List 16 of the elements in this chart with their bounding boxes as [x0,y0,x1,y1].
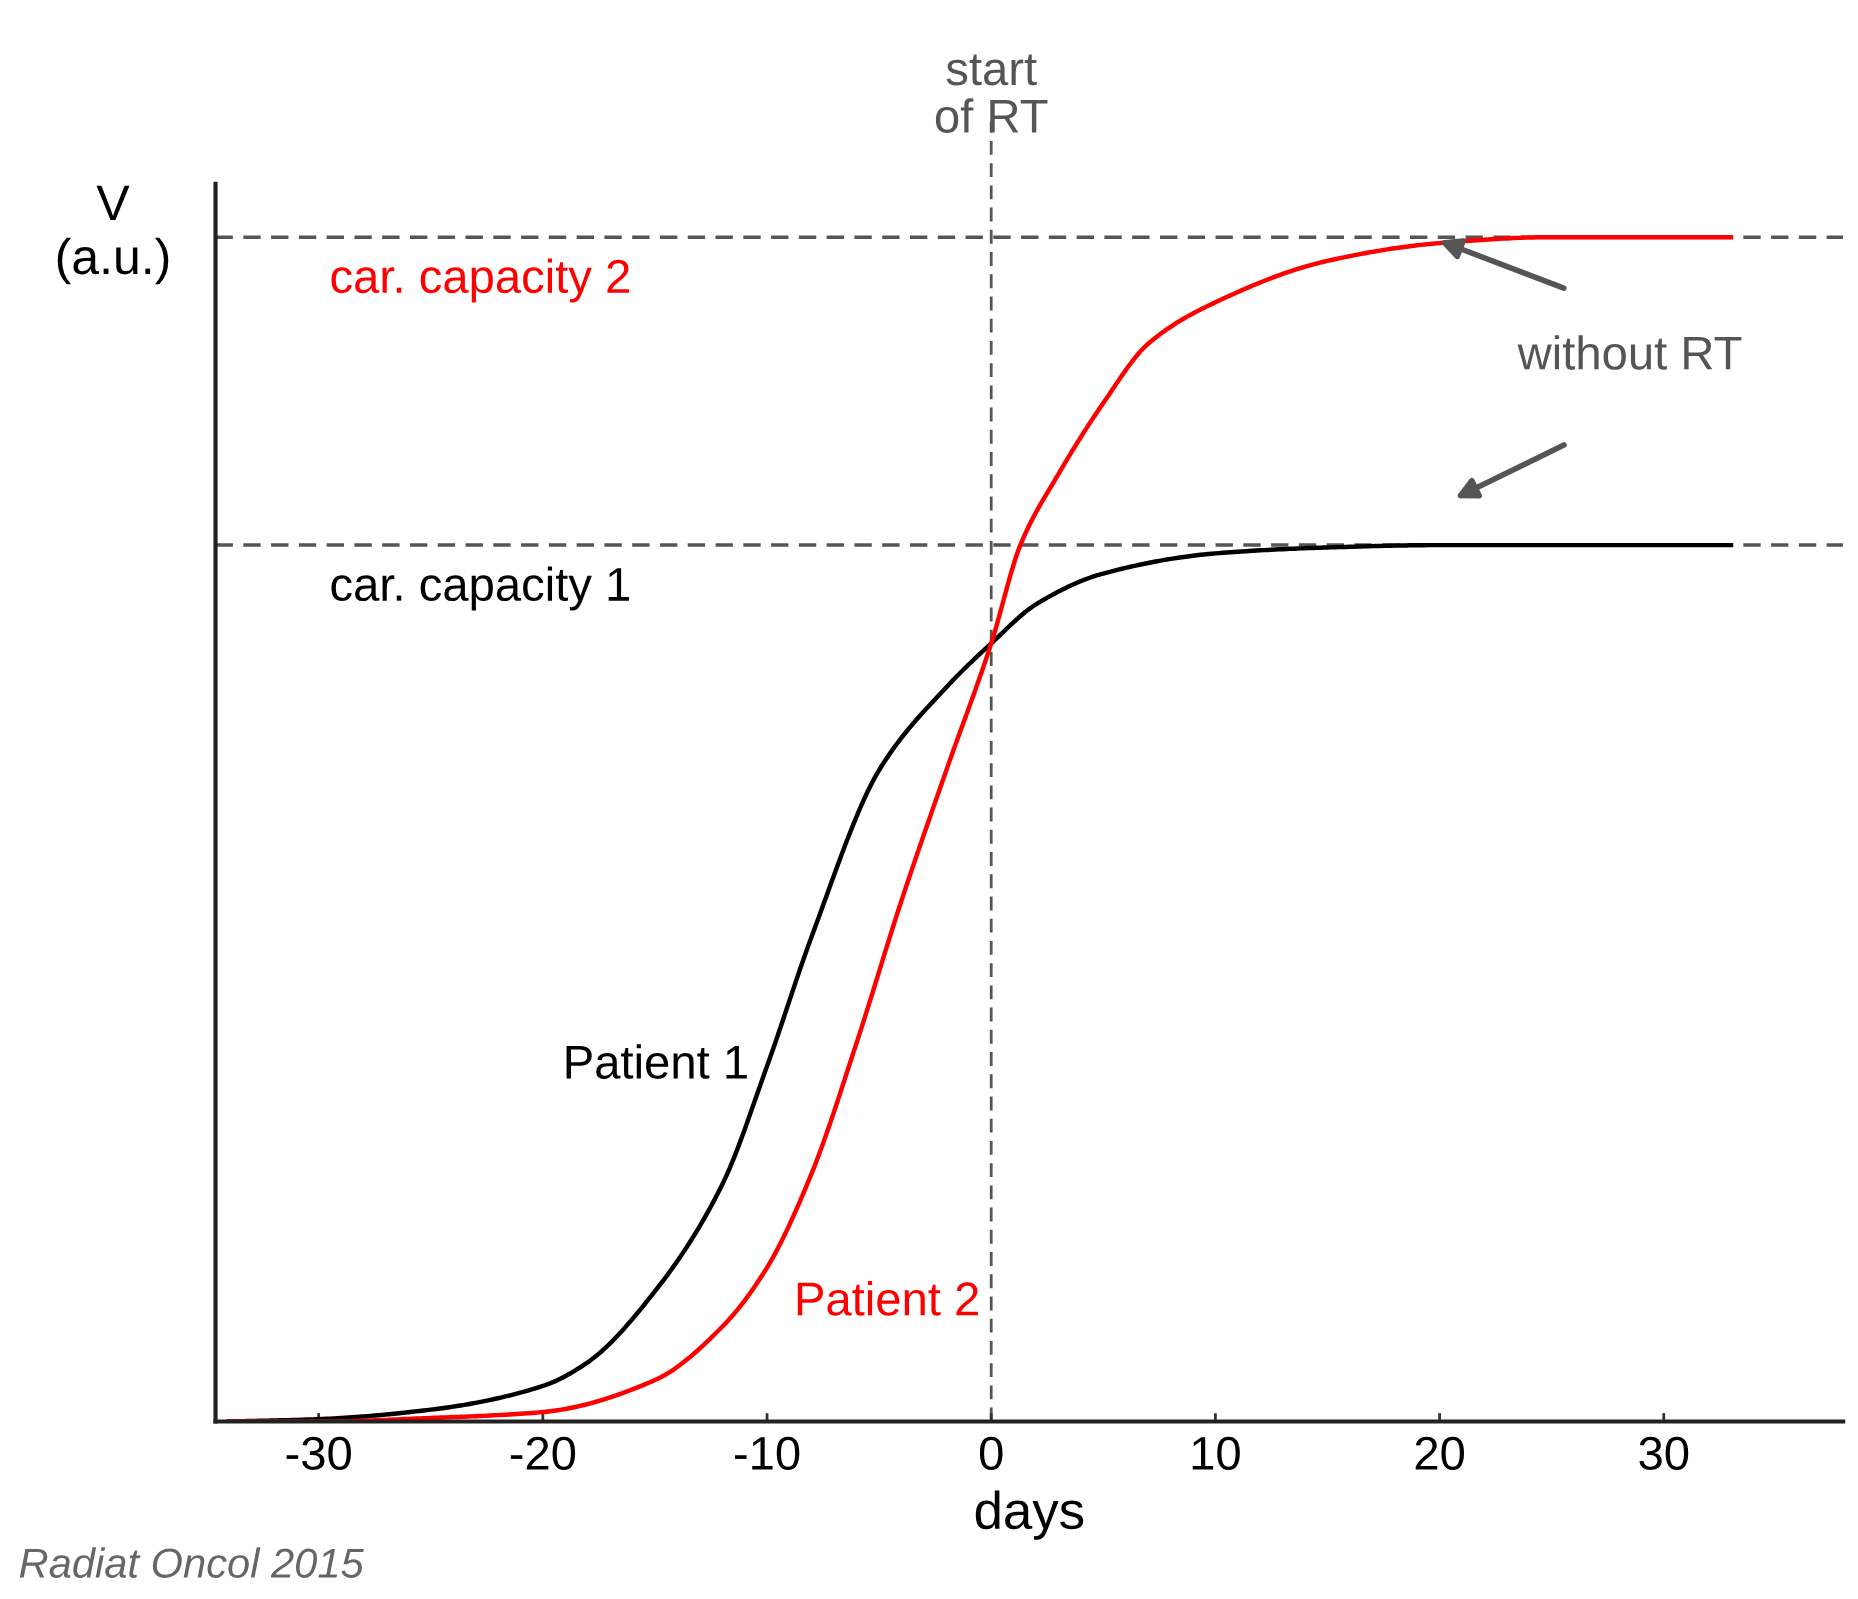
text: Radiat Oncol 2015 [19,1547,364,1578]
x-axis-title: days [975,1490,1084,1540]
x-tick-label: 30 [1639,1436,1689,1471]
ref-line-label: car. capacity 2 [331,258,629,303]
x-tick-label: 20 [1415,1436,1465,1471]
x-tick-label: 10 [1192,1436,1240,1471]
series-label: Patient 2 [797,1281,978,1316]
ref-line-label: start of RT [935,54,1048,133]
x-tick-label: -20 [510,1436,576,1471]
series-label: Patient 1 [566,1044,747,1079]
x-tick-label: -30 [286,1436,351,1471]
annotation: without RT [1517,335,1742,370]
y-axis-title: V (a.u.) [57,185,169,285]
x-tick-label: 0 [979,1436,1003,1471]
ref-line-label: car. capacity 1 [331,566,630,611]
x-tick-label: -10 [735,1436,800,1471]
